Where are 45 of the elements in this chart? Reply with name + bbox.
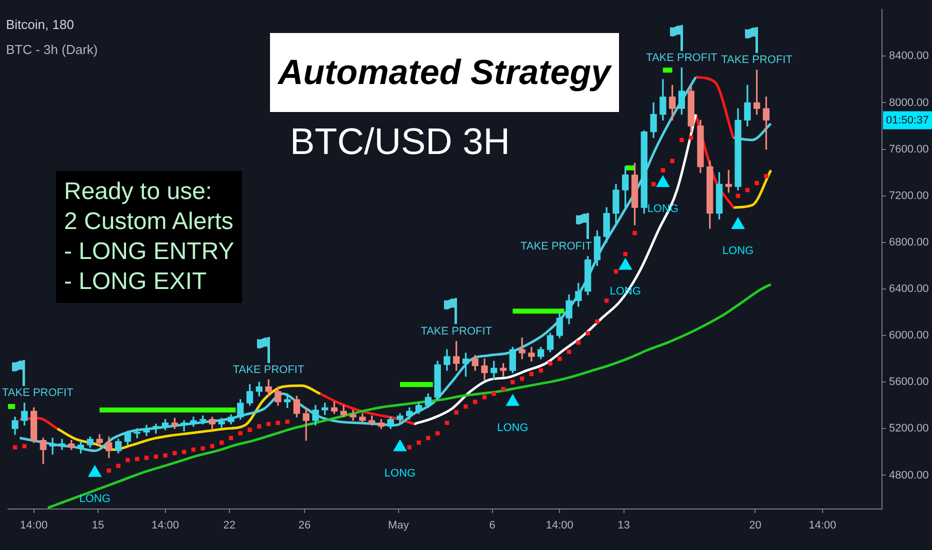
y-tick-label: 4800.00 (889, 469, 929, 482)
text: Automated Strategy (270, 33, 619, 112)
candlestick (518, 338, 526, 360)
text: 01:50:37 (886, 114, 929, 127)
x-tick-label: 14:00 (808, 520, 836, 532)
x-tick-label: 20 (749, 520, 762, 532)
annotation: TAKE PROFIT (721, 54, 793, 66)
x-tick-label: 14:00 (20, 520, 48, 532)
line-series (318, 392, 416, 426)
y-tick-label: 7600.00 (889, 143, 929, 156)
series-label: LONG (384, 467, 416, 480)
candlestick (180, 420, 188, 432)
text: LONG (79, 492, 110, 505)
y-tick-label: 8000.00 (889, 96, 929, 109)
x-tick-label: 6 (489, 520, 496, 532)
y-tick-label: 5200.00 (889, 422, 929, 435)
candlestick (350, 410, 356, 421)
annotation: TAKE PROFIT (2, 387, 74, 400)
annotation: Bitcoin, 180 (6, 17, 74, 33)
y-tick-label: 8400.00 (889, 50, 929, 62)
x-tick-label: 26 (298, 520, 311, 532)
y-tick-label: 5600.00 (889, 376, 929, 388)
y-tick-label: 7200.00 (889, 190, 929, 202)
annotation: - LONG ENTRY (64, 237, 234, 267)
x-tick-label: 14:00 (152, 520, 180, 532)
annotation: TAKE PROFIT (420, 325, 492, 338)
annotation: TAKE PROFIT (646, 52, 718, 64)
candlestick (58, 438, 66, 450)
x-tick-label: 14:00 (546, 520, 574, 532)
text: LONG (722, 244, 754, 257)
annotation: TAKE PROFIT (232, 364, 304, 376)
x-tick-label: 13 (618, 520, 630, 532)
annotation: TAKE PROFIT (520, 240, 592, 252)
annotation: 2 Custom Alerts (64, 207, 234, 237)
annotation: Ready to use: (64, 177, 214, 207)
x-tick-label: 15 (92, 520, 104, 532)
text: BTC/USD 3H (290, 120, 510, 164)
annotation: - LONG EXIT (64, 267, 208, 297)
x-tick-label: 22 (223, 520, 236, 532)
y-tick-label: 6400.00 (889, 283, 929, 296)
text: LONG (497, 422, 528, 434)
x-tick-label: May (388, 520, 410, 532)
y-tick-label: 6800.00 (889, 236, 929, 248)
annotation: BTC - 3h (Dark) (6, 42, 98, 58)
y-tick-label: 6000.00 (889, 330, 929, 342)
